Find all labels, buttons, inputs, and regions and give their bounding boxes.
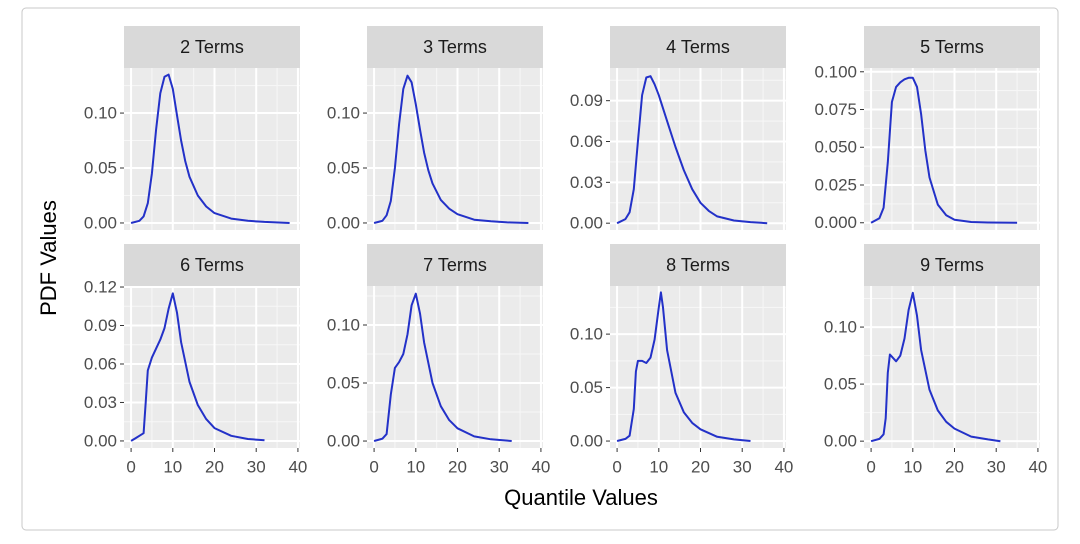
strip [367,244,543,286]
y-tick-label: 0.000 [814,213,857,232]
panel-bg [864,286,1040,448]
y-tick-label: 0.00 [84,213,117,232]
x-tick-label: 10 [406,457,425,476]
strip-title: 7 Terms [423,255,487,275]
panel-bg [124,68,300,230]
x-tick-label: 30 [733,457,752,476]
x-tick-label: 0 [369,457,378,476]
x-tick-label: 40 [774,457,793,476]
x-tick-label: 40 [531,457,550,476]
y-tick-label: 0.00 [84,431,117,450]
y-tick-label: 0.05 [570,378,603,397]
y-tick-label: 0.10 [327,104,360,123]
x-tick-label: 20 [448,457,467,476]
pdf-line [130,292,265,442]
x-tick-label: 10 [903,457,922,476]
panel-bg [864,68,1040,230]
y-tick-label: 0.06 [570,132,603,151]
strip [864,244,1040,286]
x-tick-label: 30 [247,457,266,476]
strip-title: 6 Terms [180,255,244,275]
y-tick-label: 0.075 [814,100,857,119]
y-tick-label: 0.00 [327,213,360,232]
x-tick-label: 10 [163,457,182,476]
x-tick-label: 40 [288,457,307,476]
y-tick-label: 0.10 [570,325,603,344]
y-tick-label: 0.06 [84,354,117,373]
y-tick-label: 0.025 [814,175,857,194]
strip [367,26,543,68]
y-tick-label: 0.09 [570,91,603,110]
y-tick-label: 0.00 [570,214,603,233]
y-tick-label: 0.00 [327,432,360,451]
strip [610,26,786,68]
pdf-line [616,291,751,442]
strip [864,26,1040,68]
panel-bg [610,286,786,448]
panel-bg [124,286,300,448]
x-tick-label: 0 [612,457,621,476]
x-tick-label: 0 [126,457,135,476]
x-axis-title: Quantile Values [504,485,658,510]
y-tick-label: 0.12 [84,278,117,297]
y-axis-title: PDF Values [36,200,61,316]
y-tick-label: 0.03 [84,393,117,412]
strip-title: 4 Terms [666,37,730,57]
x-tick-label: 30 [987,457,1006,476]
x-tick-label: 10 [649,457,668,476]
y-tick-label: 0.05 [824,375,857,394]
y-tick-label: 0.050 [814,138,857,157]
panel-bg [367,68,543,230]
panel-bg [367,286,543,448]
strip-title: 9 Terms [920,255,984,275]
pdf-line [870,76,1018,224]
strip [124,26,300,68]
pdf-line [870,291,1001,443]
y-tick-label: 0.100 [814,62,857,81]
pdf-line [373,74,529,224]
x-tick-label: 40 [1028,457,1047,476]
x-tick-label: 20 [205,457,224,476]
strip-title: 2 Terms [180,37,244,57]
x-tick-label: 0 [866,457,875,476]
y-tick-label: 0.10 [84,104,117,123]
y-tick-label: 0.00 [824,432,857,451]
x-tick-label: 20 [945,457,964,476]
strip-title: 5 Terms [920,37,984,57]
y-tick-label: 0.03 [570,173,603,192]
pdf-line [616,75,768,225]
y-tick-label: 0.05 [327,373,360,392]
y-tick-label: 0.10 [824,318,857,337]
strip-title: 8 Terms [666,255,730,275]
strip [610,244,786,286]
y-tick-label: 0.00 [570,432,603,451]
strip [124,244,300,286]
strip-title: 3 Terms [423,37,487,57]
pdf-line [130,73,290,224]
y-tick-label: 0.10 [327,315,360,334]
y-tick-label: 0.09 [84,316,117,335]
x-tick-label: 30 [490,457,509,476]
y-tick-label: 0.05 [84,158,117,177]
pdf-line [373,292,512,442]
y-tick-label: 0.05 [327,158,360,177]
x-tick-label: 20 [691,457,710,476]
